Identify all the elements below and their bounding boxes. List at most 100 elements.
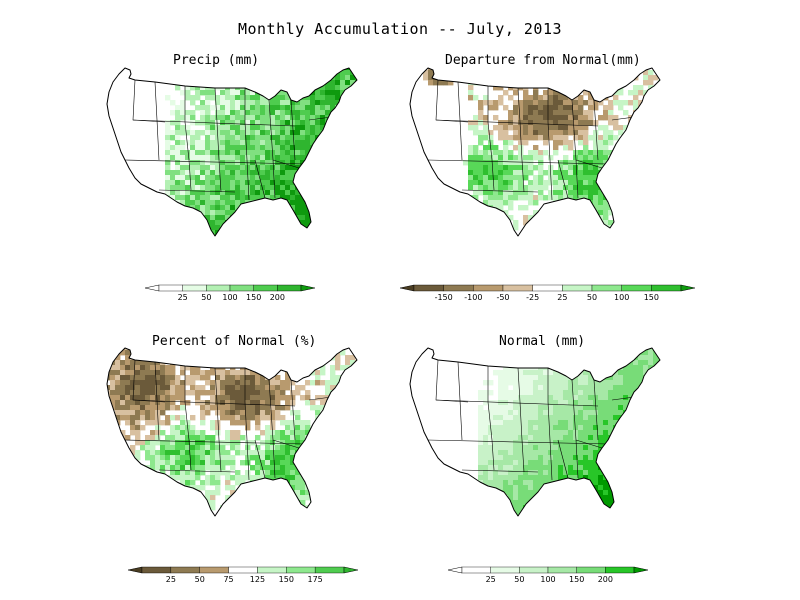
colorbar-swatch xyxy=(605,566,635,574)
colorbar-swatch xyxy=(621,284,652,292)
colorbar-tick-label: 175 xyxy=(308,575,323,584)
colorbar-swatch xyxy=(413,284,444,292)
colorbar-tick-label: -50 xyxy=(496,293,509,302)
colorbar-swatch xyxy=(158,284,183,292)
state-boundary xyxy=(461,189,539,193)
colorbar-swatch xyxy=(182,284,207,292)
colorbar-tick-label: 125 xyxy=(250,575,265,584)
state-boundary xyxy=(571,99,579,199)
panel-title-departure: Departure from Normal(mm) xyxy=(445,53,641,68)
colorbar-tick-label: 25 xyxy=(166,575,176,584)
state-boundary xyxy=(214,87,222,193)
colorbar-tick-label: -150 xyxy=(435,293,453,302)
state-boundary xyxy=(132,399,296,407)
colorbar-swatch xyxy=(591,284,622,292)
state-boundary xyxy=(619,413,645,419)
conus-outline xyxy=(106,347,358,517)
colorbar-swatch xyxy=(141,566,172,574)
state-boundary xyxy=(254,159,266,199)
state-boundary xyxy=(593,99,599,161)
colorbar-tick-label: 100 xyxy=(540,575,555,584)
state-boundary xyxy=(435,359,469,403)
colorbar-end-low xyxy=(127,566,143,574)
colorbar-swatch xyxy=(461,566,491,574)
state-boundary xyxy=(272,159,300,169)
state-boundary xyxy=(487,86,495,191)
panel-title-precip: Precip (mm) xyxy=(173,53,260,68)
colorbar-tick-label: 25 xyxy=(486,575,496,584)
colorbar-swatch xyxy=(257,566,287,574)
map-precip xyxy=(106,67,358,237)
state-boundary xyxy=(435,399,599,407)
state-boundary xyxy=(154,81,160,161)
state-boundary xyxy=(517,367,525,473)
state-boundary xyxy=(593,379,599,441)
colorbar-swatch xyxy=(547,566,577,574)
colorbar-tick-label: 150 xyxy=(246,293,261,302)
colorbar-departure: -150 -100 -50 -25 25 50 100 150 xyxy=(399,284,696,302)
colorbar-swatch xyxy=(253,284,278,292)
colorbar-swatch xyxy=(562,284,593,292)
colorbar-tick-label: 50 xyxy=(514,575,524,584)
colorbar-swatch xyxy=(229,284,254,292)
colorbar-swatch xyxy=(286,566,316,574)
state-boundary xyxy=(124,439,306,445)
state-boundary xyxy=(316,133,342,139)
colorbar-normal: 25 50 100 150 200 xyxy=(447,566,649,584)
colorbar-swatch xyxy=(532,284,563,292)
colorbar-swatch xyxy=(502,284,533,292)
state-boundary xyxy=(316,413,342,419)
state-boundary xyxy=(435,79,469,123)
state-boundary xyxy=(547,88,553,201)
colorbar-end-high xyxy=(680,284,696,292)
state-boundary xyxy=(184,366,192,471)
colorbar-tick-label: 100 xyxy=(222,293,237,302)
colorbar-swatch xyxy=(519,566,549,574)
colorbar-precip: 25 50 100 150 200 xyxy=(144,284,316,302)
colorbar-swatch xyxy=(199,566,229,574)
state-boundary xyxy=(427,159,609,165)
state-boundary xyxy=(575,439,603,449)
colorbar-end-low xyxy=(447,566,463,574)
state-boundary xyxy=(557,439,569,479)
panel-title-normal: Normal (mm) xyxy=(499,334,586,349)
state-boundary xyxy=(132,79,166,123)
map-percent xyxy=(106,347,358,517)
colorbar-end-high xyxy=(300,284,316,292)
state-boundary xyxy=(547,368,553,481)
state-boundary xyxy=(427,439,609,445)
state-boundary xyxy=(272,439,300,449)
precip-field-precip xyxy=(165,68,357,236)
state-boundary xyxy=(517,87,525,193)
colorbar-tick-label: 200 xyxy=(598,575,613,584)
state-boundary xyxy=(244,88,250,201)
conus-outline xyxy=(409,67,661,237)
colorbar-tick-label: -25 xyxy=(526,293,539,302)
map-departure xyxy=(409,67,661,237)
state-boundary xyxy=(457,361,463,441)
state-boundary xyxy=(124,159,306,165)
state-boundary xyxy=(487,366,495,471)
colorbar-end-high xyxy=(343,566,359,574)
colorbar-swatch xyxy=(576,566,606,574)
state-boundary xyxy=(435,119,599,127)
colorbar-swatch xyxy=(170,566,200,574)
state-boundary xyxy=(158,469,236,473)
colorbar-swatch xyxy=(473,284,504,292)
state-boundary xyxy=(244,368,250,481)
state-boundary xyxy=(575,159,603,169)
colorbar-tick-label: 150 xyxy=(569,575,584,584)
state-boundary xyxy=(184,86,192,191)
colorbar-swatch xyxy=(277,284,302,292)
state-boundary xyxy=(290,99,296,161)
colorbar-tick-label: 50 xyxy=(195,575,205,584)
state-boundary xyxy=(254,439,266,479)
colorbar-end-high xyxy=(633,566,649,574)
state-boundary xyxy=(461,469,539,473)
state-boundary xyxy=(557,159,569,199)
state-boundary xyxy=(268,379,276,479)
colorbar-tick-label: 25 xyxy=(178,293,188,302)
colorbar-swatch xyxy=(651,284,682,292)
conus-outline xyxy=(106,67,358,237)
state-boundary xyxy=(268,99,276,199)
